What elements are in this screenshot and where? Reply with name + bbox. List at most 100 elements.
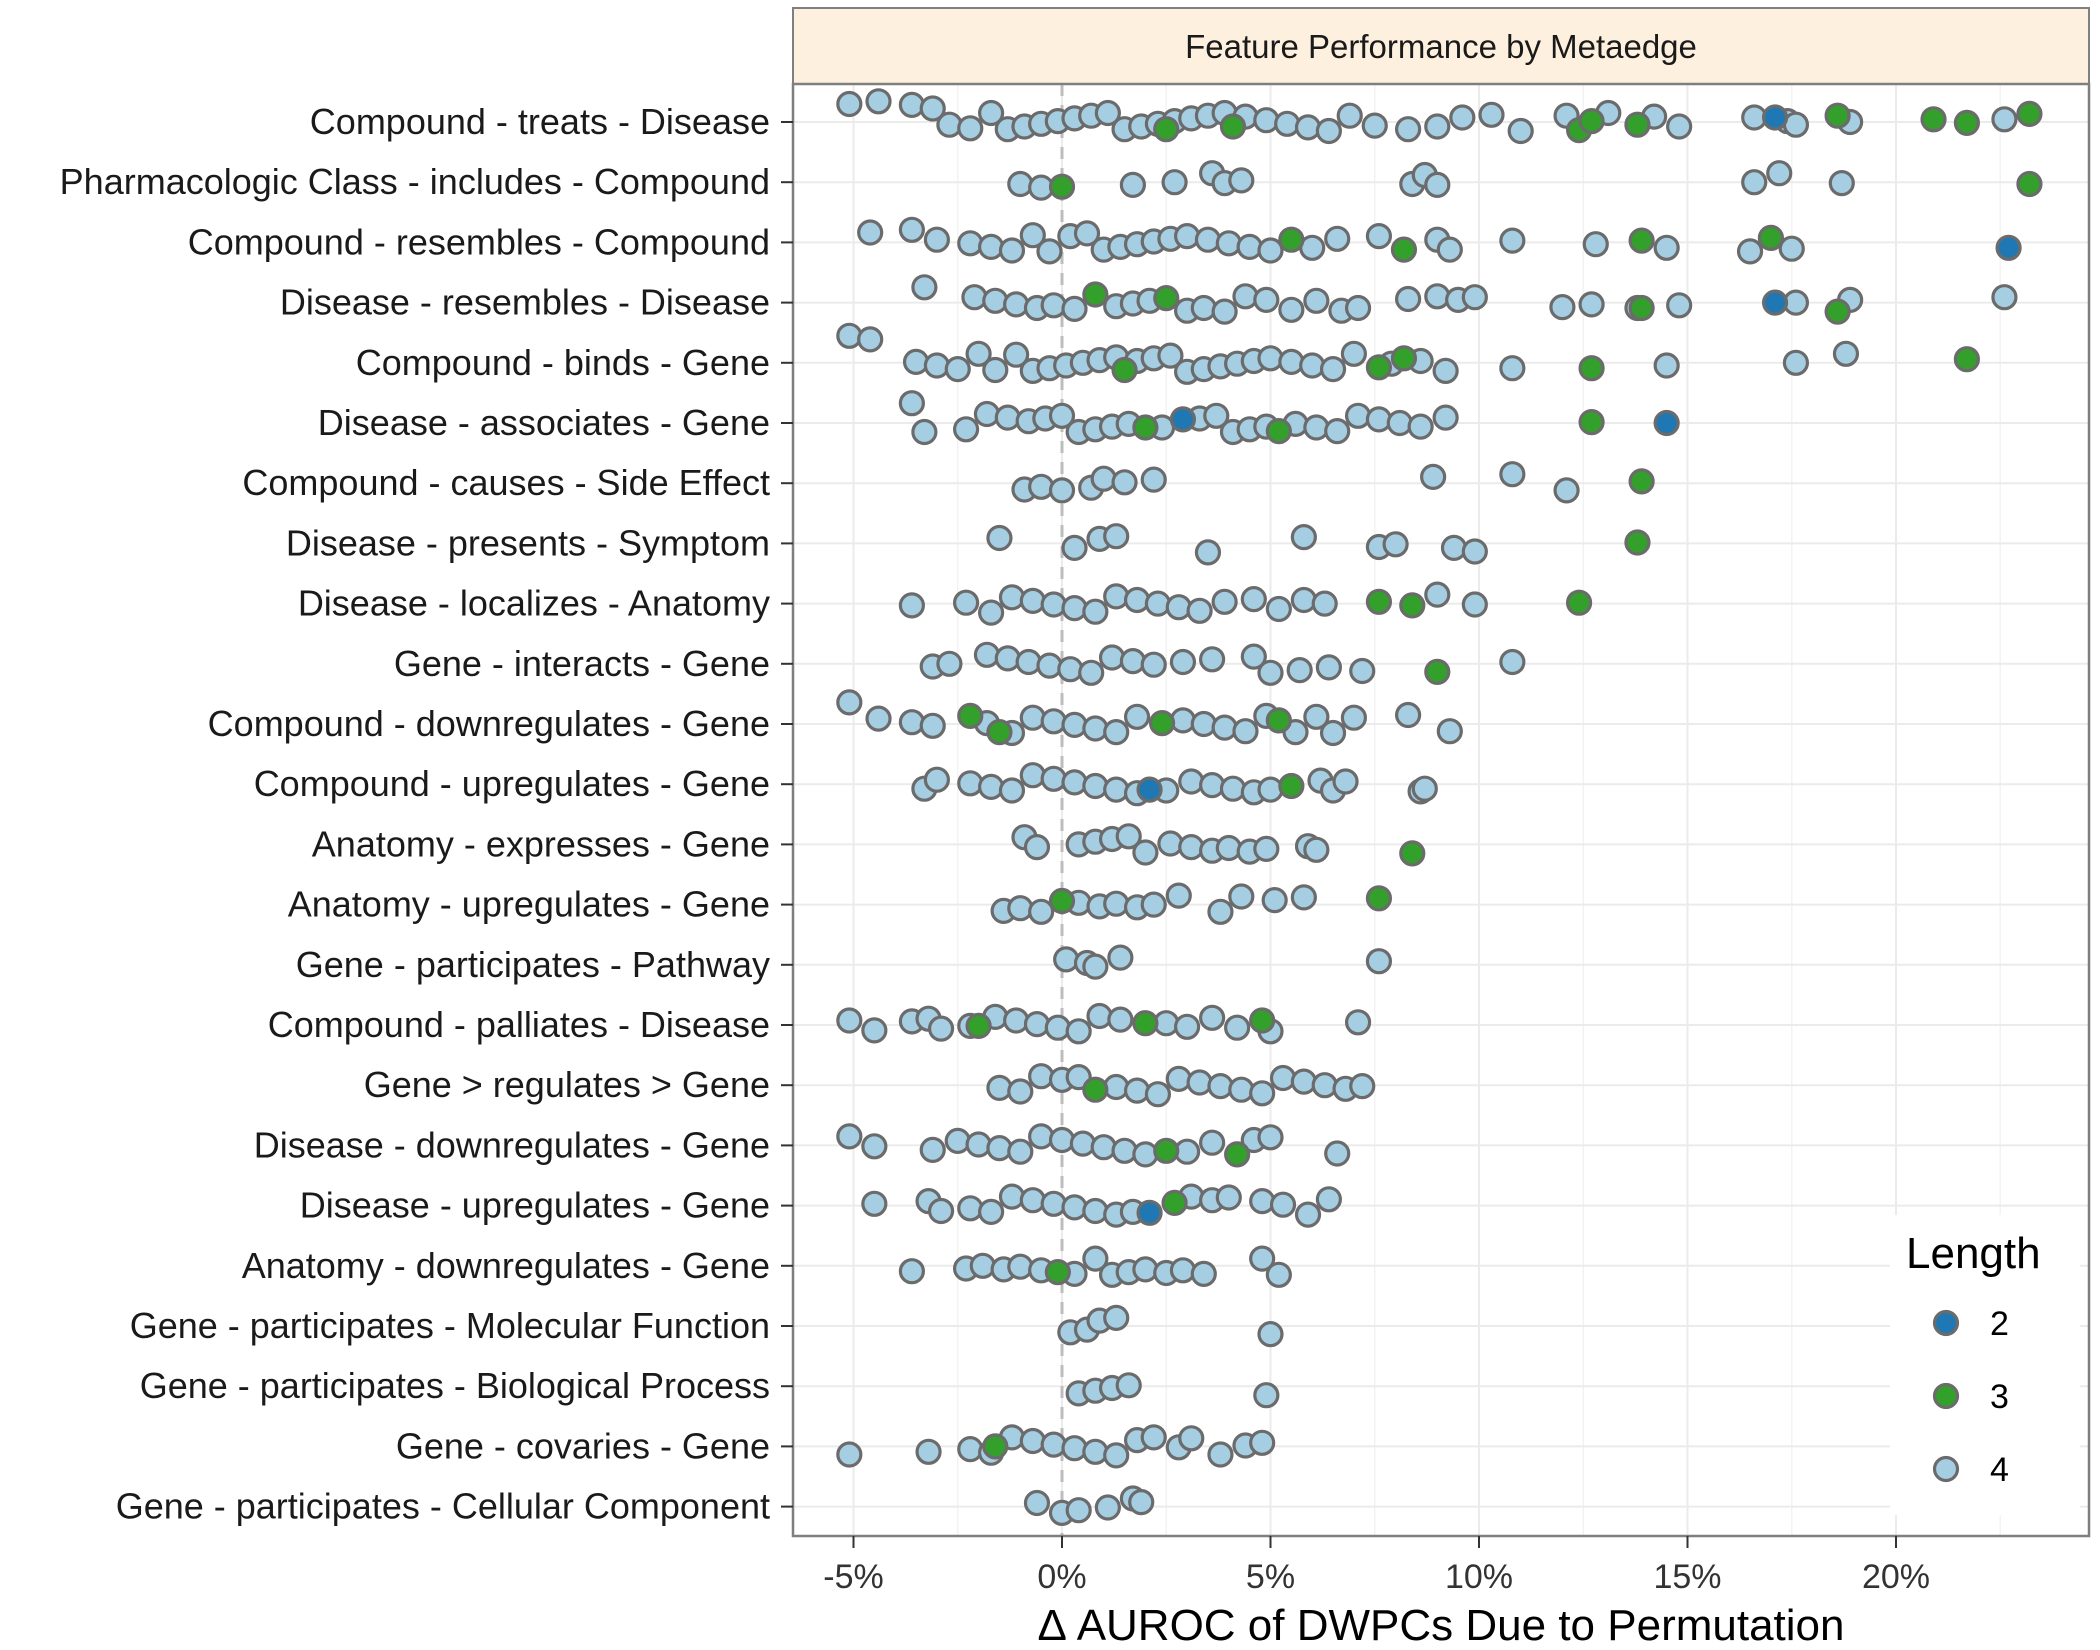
data-point: [1228, 167, 1255, 194]
data-point: [944, 1127, 971, 1155]
data-point: [1920, 106, 1947, 133]
data-point: [898, 592, 925, 619]
data-point: [1578, 291, 1605, 318]
data-point: [1023, 1489, 1051, 1517]
data-point: [1215, 230, 1242, 257]
data-point: [1349, 657, 1376, 685]
y-tick-label: Disease - downregulates - Gene: [254, 1124, 770, 1165]
data-point: [1311, 590, 1338, 617]
data-point: [1253, 1382, 1280, 1409]
data-point: [1040, 765, 1067, 792]
data-point: [1666, 113, 1693, 140]
y-tick-label: Disease - localizes - Anatomy: [298, 583, 770, 624]
data-point: [1736, 238, 1764, 265]
data-point: [1319, 356, 1347, 383]
data-point: [1028, 473, 1055, 500]
data-point: [1449, 104, 1476, 131]
data-point: [982, 356, 1009, 384]
y-tick-label: Compound - causes - Side Effect: [242, 462, 770, 503]
data-point: [1761, 289, 1789, 316]
data-point: [1107, 1006, 1134, 1033]
data-point: [1061, 1194, 1088, 1221]
data-point: [973, 400, 1001, 428]
data-point: [898, 709, 925, 736]
data-point: [1111, 1137, 1138, 1164]
data-point: [1040, 591, 1067, 618]
data-point: [1311, 1072, 1338, 1099]
chart-title: Feature Performance by Metaedge: [1185, 28, 1697, 65]
data-point: [1215, 1184, 1242, 1211]
y-tick-label: Gene - interacts - Gene: [394, 643, 770, 684]
y-tick-label: Compound - palliates - Disease: [268, 1004, 770, 1045]
data-point: [957, 230, 984, 257]
data-point: [1824, 298, 1851, 325]
data-point: [1157, 830, 1184, 857]
data-point: [1653, 234, 1680, 261]
y-tick-label: Gene - participates - Molecular Function: [130, 1305, 770, 1346]
data-point: [1232, 283, 1259, 310]
data-point: [1148, 709, 1176, 737]
data-point: [1344, 1009, 1372, 1036]
data-point: [898, 1258, 925, 1285]
data-point: [957, 1435, 984, 1463]
data-point: [1315, 117, 1342, 145]
x-tick-label: 15%: [1653, 1558, 1721, 1596]
y-tick-label: Disease - resembles - Disease: [280, 282, 770, 323]
data-point: [836, 1123, 863, 1150]
data-point: [1324, 225, 1351, 252]
data-point: [1399, 840, 1426, 867]
data-point: [1107, 944, 1134, 971]
y-tick-label: Gene - participates - Cellular Component: [116, 1486, 770, 1527]
data-point: [1386, 409, 1413, 437]
data-point: [1028, 1123, 1055, 1150]
data-point: [1499, 461, 1526, 488]
data-point: [865, 88, 892, 115]
data-point: [902, 348, 930, 375]
data-point: [936, 650, 963, 677]
data-point: [978, 599, 1005, 626]
data-point: [1303, 414, 1330, 441]
data-point: [1132, 414, 1159, 441]
data-point: [1098, 644, 1126, 671]
data-point: [1173, 1013, 1201, 1040]
data-point: [927, 1197, 955, 1225]
data-point: [1249, 1429, 1276, 1456]
data-point: [1103, 523, 1130, 550]
data-point: [923, 766, 951, 793]
data-point: [2016, 100, 2043, 128]
data-point: [911, 274, 938, 301]
data-point: [836, 1441, 863, 1468]
data-point: [919, 95, 946, 122]
data-point: [1061, 295, 1088, 322]
data-point: [1278, 226, 1305, 253]
x-tick-label: 10%: [1445, 1558, 1513, 1596]
data-point: [1140, 651, 1167, 678]
data-point: [1440, 534, 1468, 562]
data-point: [1040, 292, 1067, 319]
data-point: [1157, 342, 1184, 369]
data-point: [1103, 718, 1130, 746]
data-point: [1165, 594, 1192, 621]
data-point: [1103, 776, 1130, 803]
data-point: [1424, 581, 1451, 608]
data-point: [1778, 235, 1805, 262]
data-point: [982, 1433, 1009, 1460]
data-point: [1132, 1010, 1159, 1037]
data-point: [1140, 1424, 1167, 1451]
legend-key: [1932, 1382, 1960, 1410]
data-point: [1140, 891, 1167, 918]
data-point: [1478, 101, 1505, 128]
data-point: [1165, 882, 1192, 909]
data-point: [1315, 654, 1342, 681]
data-point: [1169, 406, 1197, 433]
data-point: [1424, 171, 1451, 198]
data-point: [919, 712, 946, 739]
data-point: [1028, 1063, 1055, 1090]
data-point: [1365, 948, 1393, 975]
y-tick-label: Disease - presents - Symptom: [286, 522, 770, 563]
data-point: [1365, 223, 1393, 250]
data-point: [1782, 349, 1810, 376]
data-point: [986, 718, 1013, 746]
data-point: [1553, 477, 1580, 504]
data-point: [1395, 116, 1422, 143]
